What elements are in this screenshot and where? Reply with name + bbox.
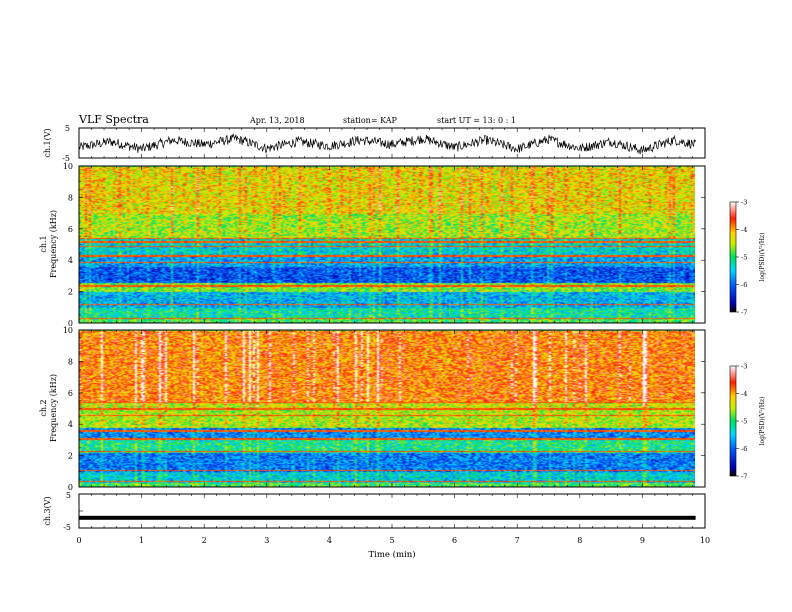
time-axis-tick-label: 1 [139, 536, 144, 545]
ch3-waveform-panel: 5 -5 ch.3(V) 0 1 2 3 4 5 6 7 8 9 10 Time (min) [43, 491, 710, 560]
time-axis-tick-label: 3 [264, 536, 269, 545]
time-axis-tick-label: 8 [577, 536, 582, 545]
ch3-waveform-ticks [78, 494, 706, 528]
time-axis-tick-label: 4 [327, 536, 332, 545]
ch1-colorbar-tick-label: -7 [741, 309, 747, 317]
time-axis-tick-label: 6 [452, 536, 457, 545]
time-axis-tick-labels: 0 1 2 3 4 5 6 7 8 9 10 [76, 536, 710, 545]
ch1-frequency-label: Frequency (kHz) [49, 210, 58, 278]
time-axis-tick-label: 9 [640, 536, 645, 545]
time-axis-tick-label: 7 [515, 536, 520, 545]
ch1-spectrogram-ytick-label: 2 [68, 288, 73, 297]
ch1-colorbar: -3 -4 -5 -6 -7 log(PSD)(V²/Hz) [729, 199, 766, 317]
ch2-colorbar-tick-label: -7 [741, 473, 747, 481]
time-axis-tick-label: 2 [202, 536, 207, 545]
ch2-spectrogram-ytick-label: 8 [68, 357, 73, 366]
ch1-spectrogram-ytick-label: 0 [68, 319, 73, 328]
ch1-waveform-line [78, 132, 696, 155]
ch2-frequency-label: Frequency (kHz) [49, 374, 58, 442]
ch1-waveform-panel: 5 -5 ch.1(V) [43, 124, 706, 163]
ch2-colorbar-tick-label: -3 [741, 363, 747, 371]
ch1-spectrogram-ytick-label: 6 [68, 225, 73, 234]
ch1-colorbar-tick-label: -5 [741, 254, 747, 262]
ch2-spectrogram-ytick-label: 4 [68, 420, 73, 429]
ch1-spectrogram-ytick-label: 4 [68, 256, 73, 265]
ch1-colorbar-gradient [729, 201, 737, 313]
ch1-ytick-top: 5 [65, 124, 70, 133]
date-label: Apr. 13, 2018 [249, 116, 305, 125]
ch2-spectrogram-ytick-label: 2 [68, 452, 73, 461]
ch1-channel-label: ch.1 [39, 235, 48, 252]
time-axis-tick-label: 0 [76, 536, 81, 545]
ch3-ytick-bottom: -5 [63, 523, 71, 532]
ch2-spectrogram-image [79, 330, 695, 487]
station-label: station= KAP [343, 116, 398, 125]
ch1-colorbar-ticks: -3 -4 -5 -6 -7 [736, 199, 747, 317]
ch1-colorbar-label: log(PSD)(V²/Hz) [759, 233, 766, 282]
ch2-colorbar-tick-label: -6 [741, 445, 747, 453]
ch2-spectrogram-ticks: 0 2 4 6 8 10 [63, 326, 706, 492]
ch1-colorbar-tick-label: -3 [741, 199, 747, 207]
ch1-ytick-bottom: -5 [62, 154, 70, 163]
ch1-colorbar-tick-label: -6 [741, 281, 747, 289]
ch2-colorbar: -3 -4 -5 -6 -7 log(PSD)(V²/Hz) [729, 363, 766, 481]
ch3-waveform-frame [78, 493, 706, 529]
time-axis-label: Time (min) [368, 549, 415, 560]
ch2-colorbar-ticks: -3 -4 -5 -6 -7 [736, 363, 747, 481]
ch2-spectrogram-ytick-label: 6 [68, 389, 73, 398]
ch1-waveform-ylabel: ch.1(V) [43, 128, 52, 157]
ch2-spectrogram-ytick-label: 10 [63, 326, 73, 335]
ch2-channel-label: ch.2 [39, 399, 48, 416]
ch2-colorbar-tick-label: -5 [741, 418, 747, 426]
figure-title: VLF Spectra [78, 113, 149, 126]
ch2-spectrogram-ytick-label: 0 [68, 483, 73, 492]
ch2-colorbar-gradient [729, 365, 737, 477]
ch3-waveform-ylabel: ch.3(V) [43, 496, 52, 525]
ch1-colorbar-tick-label: -4 [741, 226, 747, 234]
ch1-spectrogram-panel: 0 2 4 6 8 10 ch.1 Frequency (kHz) [39, 162, 706, 328]
ch3-ytick-top: 5 [66, 491, 71, 500]
time-axis-tick-label: 5 [389, 536, 394, 545]
ch2-colorbar-label: log(PSD)(V²/Hz) [759, 397, 766, 446]
start-time-label: start UT = 13: 0 : 1 [437, 116, 516, 125]
ch1-spectrogram-ticks: 0 2 4 6 8 10 [63, 162, 706, 328]
ch1-waveform-ticks [78, 128, 706, 158]
ch1-spectrogram-image [79, 166, 695, 323]
ch2-colorbar-tick-label: -4 [741, 390, 747, 398]
ch2-spectrogram-panel: 0 2 4 6 8 10 ch.2 Frequency (kHz) [39, 326, 706, 492]
time-axis-tick-label: 10 [700, 536, 710, 545]
ch1-spectrogram-ytick-label: 10 [63, 162, 73, 171]
ch1-spectrogram-ytick-label: 8 [68, 193, 73, 202]
ch3-waveform-line [79, 515, 696, 520]
